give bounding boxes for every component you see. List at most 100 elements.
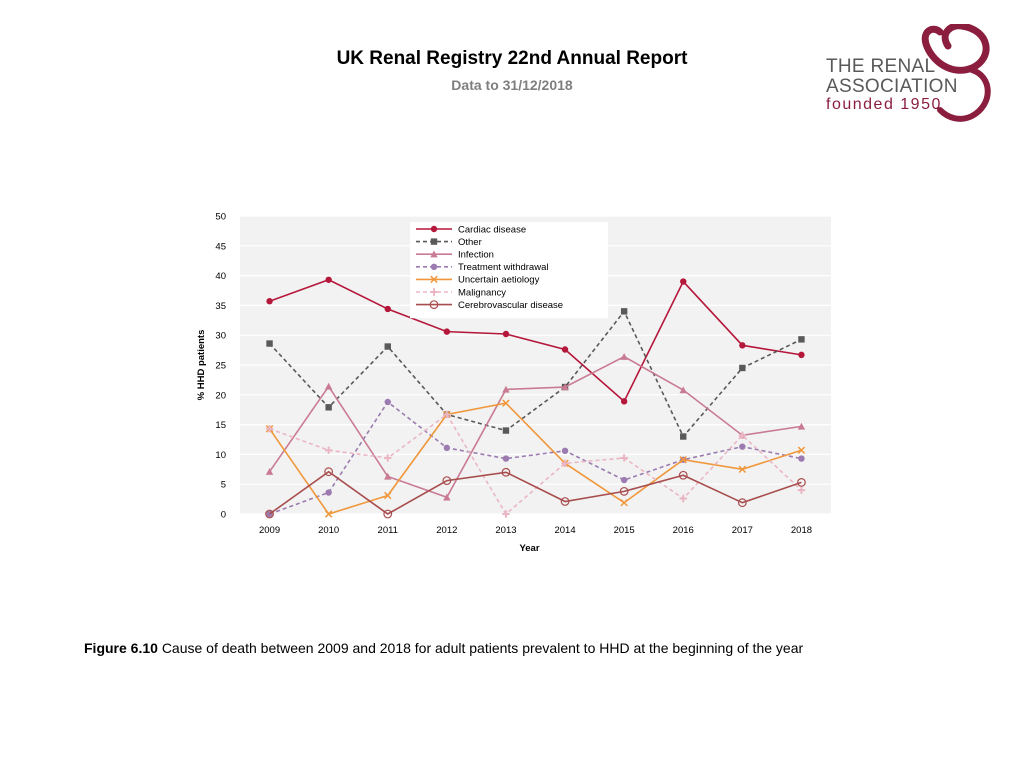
x-tick-label: 2012 (436, 525, 457, 536)
data-point-cerebrovascular-disease (383, 509, 393, 519)
y-tick-label: 35 (215, 301, 226, 312)
series-line-cerebrovascular-disease (269, 470, 802, 515)
data-point-other (798, 336, 805, 343)
x-tick-label: 2009 (259, 525, 280, 536)
legend-label-treatment-withdrawal: Treatment withdrawal (458, 262, 548, 273)
data-point-treatment-withdrawal (502, 455, 510, 462)
legend-marker-other (430, 238, 438, 245)
data-point-cardiac-disease (798, 351, 805, 359)
logo-line1: THE RENAL (826, 56, 936, 77)
data-point-treatment-withdrawal (325, 489, 332, 496)
data-point-malignancy (679, 494, 687, 503)
data-point-cardiac-disease (739, 342, 746, 349)
legend-marker-infection (430, 250, 438, 258)
legend-marker-uncertain-aetiology (430, 275, 438, 284)
legend-marker-cerebrovascular-disease (429, 300, 439, 309)
legend-label-uncertain-aetiology: Uncertain aetiology (458, 275, 540, 286)
series-line-other (268, 309, 802, 438)
data-point-uncertain-aetiology (620, 498, 628, 507)
data-point-cerebrovascular-disease (737, 498, 747, 508)
legend-box (410, 222, 608, 319)
figure-caption-text: Cause of death between 2009 and 2018 for… (161, 640, 804, 656)
legend-label-cardiac-disease: Cardiac disease (458, 224, 526, 235)
data-point-treatment-withdrawal (798, 455, 805, 462)
data-point-infection (324, 382, 333, 390)
figure-caption: Figure 6.10 Cause of death between 2009 … (84, 640, 803, 656)
data-point-infection (561, 383, 569, 391)
data-point-cerebrovascular-disease (501, 467, 511, 477)
data-point-infection (384, 472, 392, 480)
data-point-malignancy (384, 454, 392, 462)
data-point-other (680, 433, 687, 440)
legend-label-cerebrovascular-disease: Cerebrovascular disease (458, 300, 563, 311)
data-point-uncertain-aetiology (797, 446, 806, 454)
y-tick-label: 25 (215, 361, 226, 372)
legend-label-infection: Infection (458, 250, 494, 261)
data-point-cerebrovascular-disease (797, 478, 806, 487)
y-tick-label: 10 (215, 450, 226, 461)
x-axis-label: Year (519, 543, 539, 554)
data-point-infection (502, 385, 510, 393)
x-tick-label: 2016 (673, 525, 694, 536)
legend-marker-cardiac-disease (430, 225, 438, 233)
data-point-uncertain-aetiology (324, 510, 333, 518)
data-point-malignancy (620, 454, 628, 462)
y-tick-label: 15 (215, 420, 226, 431)
data-point-malignancy (797, 486, 806, 494)
data-point-malignancy (738, 431, 747, 440)
y-axis-label: % HHD patients (196, 330, 207, 401)
data-point-infection (620, 352, 628, 360)
data-point-infection (679, 386, 687, 394)
data-point-cerebrovascular-disease (442, 476, 452, 486)
data-point-malignancy (561, 459, 569, 468)
y-tick-label: 20 (215, 390, 226, 401)
data-point-infection (443, 493, 451, 501)
data-point-cardiac-disease (266, 298, 273, 305)
x-tick-label: 2018 (791, 525, 812, 536)
data-point-malignancy (265, 425, 274, 433)
data-point-cerebrovascular-disease (619, 486, 629, 496)
x-tick-label: 2015 (614, 525, 635, 536)
data-point-cerebrovascular-disease (678, 470, 688, 480)
data-point-uncertain-aetiology (738, 465, 747, 474)
data-point-treatment-withdrawal (620, 476, 628, 484)
data-point-malignancy (502, 510, 510, 518)
cause-of-death-chart: 0 5 10 15 20 25 30 35 40 45 50 2009 2010 2011 2012 2013… (180, 205, 840, 565)
data-point-malignancy (443, 410, 451, 419)
series-line-malignancy (269, 413, 802, 516)
data-point-other (502, 427, 510, 434)
data-point-uncertain-aetiology (384, 491, 392, 500)
data-point-cardiac-disease (620, 398, 628, 405)
report-subtitle: Data to 31/12/2018 (451, 77, 573, 93)
data-point-cardiac-disease (502, 330, 510, 338)
data-point-cerebrovascular-disease (560, 497, 570, 506)
data-point-infection (797, 422, 806, 430)
data-point-treatment-withdrawal (739, 443, 746, 450)
y-tick-label: 45 (215, 241, 226, 252)
data-point-uncertain-aetiology (679, 456, 687, 464)
data-point-other (739, 364, 746, 372)
report-header: UK Renal Registry 22nd Annual Report Dat… (0, 48, 1024, 93)
x-tick-label: 2014 (554, 525, 575, 536)
renal-association-logo: THE RENAL ASSOCIATION founded 1950 (822, 24, 1000, 122)
y-tick-label: 40 (215, 271, 226, 282)
legend-label-other: Other (458, 237, 482, 248)
y-tick-label: 5 (221, 480, 226, 491)
series-line-uncertain-aetiology (268, 402, 802, 515)
y-tick-label: 50 (215, 212, 226, 223)
data-point-cerebrovascular-disease (324, 467, 334, 477)
logo-line2: ASSOCIATION (826, 76, 958, 97)
series-line-cardiac-disease (269, 278, 802, 403)
legend-marker-malignancy (430, 288, 438, 296)
x-tick-label: 2010 (318, 525, 339, 536)
y-tick-label: 0 (221, 510, 226, 521)
logo-founded: founded 1950 (826, 96, 942, 113)
data-point-infection (265, 467, 274, 475)
x-tick-label: 2013 (495, 525, 516, 536)
data-point-other (620, 308, 628, 315)
figure-label: Figure 6.10 (84, 640, 158, 656)
data-point-cerebrovascular-disease (265, 509, 274, 519)
data-point-treatment-withdrawal (384, 398, 391, 406)
data-point-treatment-withdrawal (443, 444, 451, 452)
data-point-other (266, 340, 273, 347)
